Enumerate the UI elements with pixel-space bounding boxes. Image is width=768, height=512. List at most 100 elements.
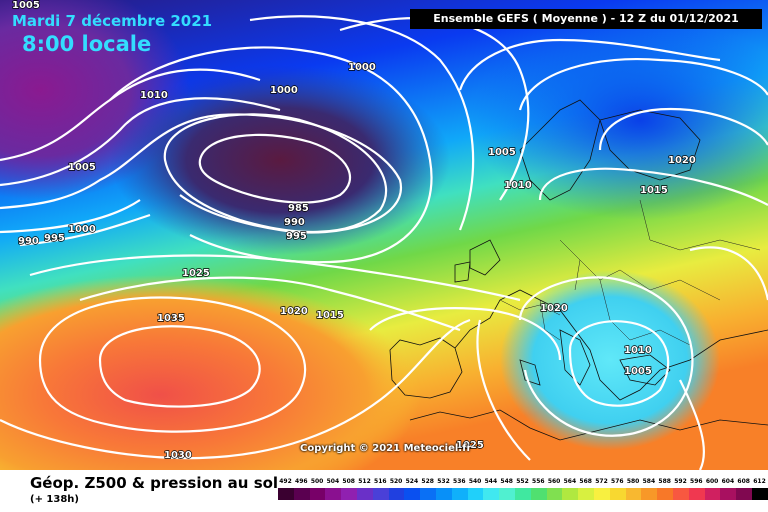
color-scale-tick-label: 512: [358, 478, 371, 485]
color-scale-tick-label: 584: [642, 478, 656, 485]
color-scale-swatch: [609, 488, 626, 500]
color-scale-swatch: [704, 488, 721, 500]
color-scale-tick-label: 604: [721, 478, 735, 485]
color-scale-swatch: [625, 488, 642, 500]
isobar-label: 1020: [280, 306, 308, 317]
isobar-label: 1010: [624, 345, 652, 356]
model-run-info: Ensemble GEFS ( Moyenne ) - 12 Z du 01/1…: [410, 9, 762, 29]
color-scale-swatch: [325, 488, 342, 500]
isobar-label: 1025: [456, 440, 484, 451]
color-scale-tick-label: 548: [500, 478, 513, 485]
isobar-label: 1000: [68, 224, 96, 235]
color-scale-swatch: [467, 488, 484, 500]
color-scale-tick-label: 492: [279, 478, 292, 485]
color-scale-tick-label: 588: [658, 478, 671, 485]
color-scale-tick-label: 532: [437, 478, 450, 485]
isobar-label: 1005: [12, 0, 40, 11]
legend-title: Géop. Z500 & pression au sol: [30, 474, 279, 492]
legend-subtitle: (+ 138h): [30, 494, 79, 505]
color-scale-swatch: [341, 488, 357, 500]
isobar-label: 995: [44, 233, 65, 244]
cyan-zone-europe: [500, 270, 720, 450]
color-scale-tick-label: 576: [611, 478, 624, 485]
color-scale-swatches: [278, 488, 768, 500]
pressure-low-center: [110, 65, 450, 255]
isobar-label: 1005: [624, 366, 652, 377]
color-scale-swatch: [451, 488, 468, 500]
copyright-notice: Copyright © 2021 Meteociel.fr: [300, 443, 472, 454]
color-scale-tick-label: 568: [579, 478, 592, 485]
isobar-label: 1020: [668, 155, 696, 166]
color-scale-tick-label: 496: [295, 478, 308, 485]
isobar-label: 1025: [182, 268, 210, 279]
color-scale-swatch: [372, 488, 389, 500]
color-scale-swatch: [420, 488, 436, 500]
isobars: [0, 15, 768, 470]
color-scale-tick-label: 600: [705, 478, 719, 485]
color-scale-swatch: [657, 488, 673, 500]
color-scale-swatch: [404, 488, 421, 500]
color-scale-swatch: [483, 488, 500, 500]
isobar-label: 995: [286, 231, 307, 242]
forecast-local-time: 8:00 locale: [22, 32, 152, 56]
color-scale-tick-label: 528: [421, 478, 434, 485]
color-scale-tick-label: 516: [374, 478, 387, 485]
color-scale-tick-label: 544: [484, 478, 498, 485]
anticyclone-southwest: [0, 275, 420, 470]
color-scale-tick-label: 560: [547, 478, 561, 485]
color-scale-swatch: [546, 488, 563, 500]
isobar-label: 1020: [540, 303, 568, 314]
color-scale-tick-label: 524: [405, 478, 419, 485]
country-borders: [499, 199, 761, 346]
color-scale-swatch: [514, 488, 531, 500]
isobar-label: 985: [288, 203, 309, 214]
color-scale-tick-label: 536: [453, 478, 466, 485]
color-scale-swatch: [530, 488, 547, 500]
color-scale-tick-label: 540: [468, 478, 482, 485]
coastlines: [389, 99, 768, 441]
color-scale-swatch: [751, 488, 768, 500]
color-scale-swatch: [499, 488, 515, 500]
color-scale-swatch: [672, 488, 689, 500]
isobar-label: 1010: [140, 90, 168, 101]
color-scale-swatch: [720, 488, 737, 500]
color-scale-swatch: [356, 488, 373, 500]
color-scale-tick-label: 552: [516, 478, 529, 485]
color-scale-swatch: [736, 488, 752, 500]
isobar-label: 1005: [488, 147, 516, 158]
color-scale-swatch: [278, 488, 294, 500]
color-scale-swatch: [388, 488, 405, 500]
legend-panel: Géop. Z500 & pression au sol (+ 138h) 49…: [0, 470, 768, 512]
color-scale-swatch: [578, 488, 594, 500]
color-scale-tick-label: 556: [532, 478, 545, 485]
isobar-label: 990: [18, 236, 39, 247]
color-scale-tick-label: 564: [563, 478, 577, 485]
color-scale-tick-label: 572: [595, 478, 608, 485]
isobar-label: 1035: [157, 313, 185, 324]
color-scale: 492 496 500 504 508 512 516 520 524 528 532 536 540 5…: [278, 478, 768, 508]
color-scale-tick-label: 580: [626, 478, 640, 485]
forecast-date: Mardi 7 décembre 2021: [12, 12, 213, 30]
color-scale-tick-label: 612: [753, 478, 766, 485]
isobar-label: 1015: [316, 310, 344, 321]
geopotential-map: 1005 1010 1005 990 995 1000 1000 1000 98…: [0, 0, 768, 470]
isobar-label: 1000: [348, 62, 376, 73]
color-scale-tick-label: 592: [674, 478, 687, 485]
color-scale-tick-label: 520: [389, 478, 403, 485]
color-scale-tick-label: 504: [326, 478, 340, 485]
color-scale-tick-label: 596: [690, 478, 703, 485]
color-scale-swatch: [593, 488, 610, 500]
isobar-labels: 1005 1010 1005 990 995 1000 1000 1000 98…: [11, 0, 696, 462]
color-scale-swatch: [688, 488, 705, 500]
isobar-label: 1030: [164, 450, 192, 461]
color-scale-tick-label: 508: [342, 478, 355, 485]
isobar-label: 1005: [68, 162, 96, 173]
isobar-label: 990: [284, 217, 305, 228]
color-scale-swatch: [309, 488, 326, 500]
isobar-label: 1010: [504, 180, 532, 191]
color-scale-swatch: [293, 488, 310, 500]
isobar-label: 1015: [640, 185, 668, 196]
color-scale-tick-label: 500: [310, 478, 324, 485]
color-scale-tick-label: 608: [737, 478, 750, 485]
